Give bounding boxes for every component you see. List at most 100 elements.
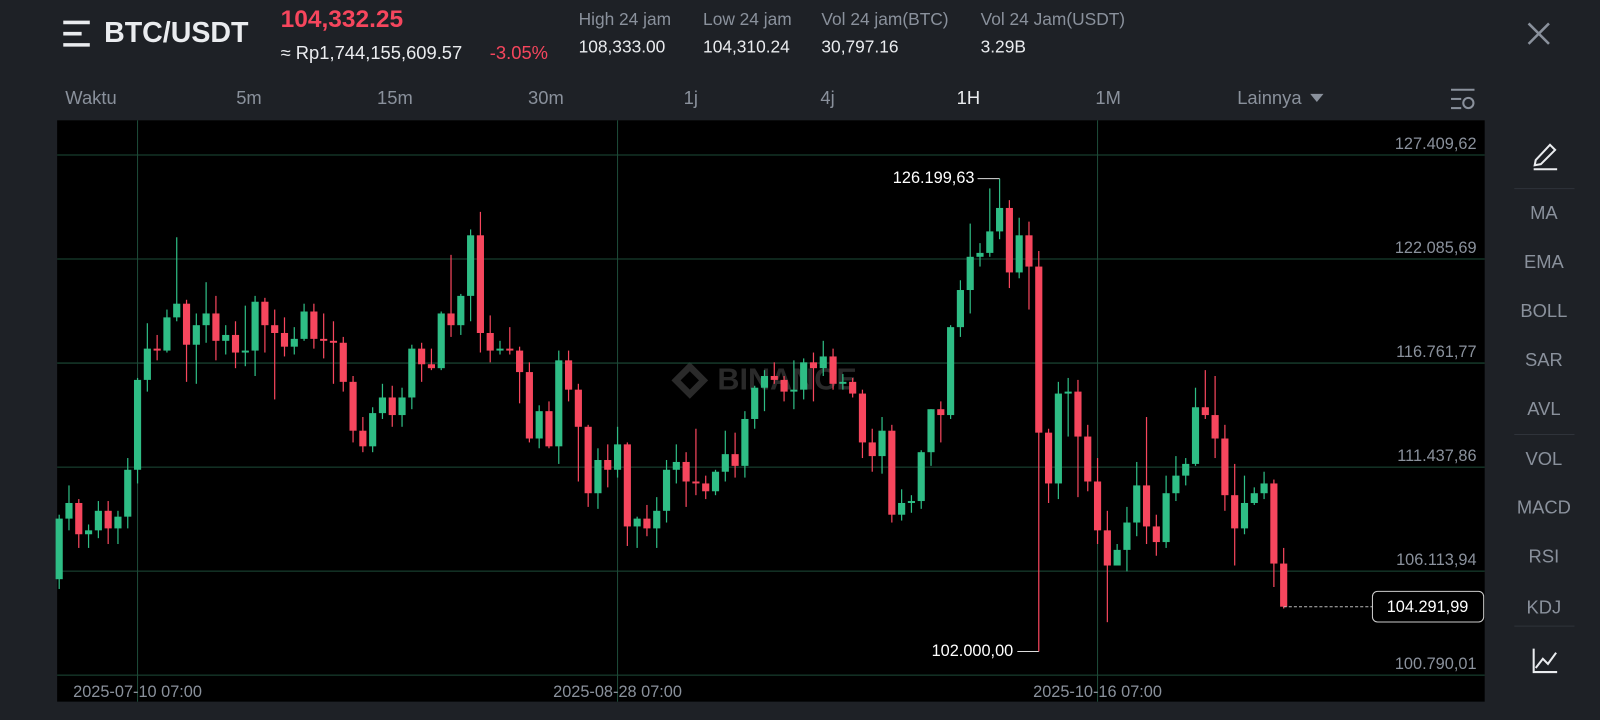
candle-body [770, 375, 778, 380]
indicator[interactable]: KDJ [1527, 597, 1562, 618]
candle-body [721, 454, 729, 472]
indicator[interactable]: RSI [1529, 546, 1560, 567]
candle-body [378, 397, 387, 414]
candle-body [75, 502, 83, 535]
candle-body [643, 518, 651, 529]
candle-body [1211, 415, 1219, 439]
candle-body [1240, 502, 1249, 529]
close-button[interactable] [1527, 22, 1550, 45]
indicator[interactable]: VOL [1525, 448, 1562, 469]
candle-body [613, 444, 622, 470]
pair[interactable]: BTC/USDT [104, 17, 249, 49]
candle-body [369, 413, 377, 447]
timeframe[interactable]: 5m [236, 87, 262, 108]
candle-body [241, 350, 249, 353]
candle-body [114, 516, 122, 529]
candle-body [976, 252, 984, 257]
candle-body [741, 418, 749, 466]
candle-body [996, 207, 1004, 232]
candle-body [1152, 526, 1160, 543]
candle-body [359, 430, 367, 447]
timeframe[interactable]: 1M [1095, 87, 1121, 108]
candle-body [555, 360, 563, 447]
candle-body [525, 372, 533, 439]
candle-body [888, 430, 896, 515]
candle-body [94, 510, 102, 531]
candle-body [143, 348, 151, 380]
candle-body [927, 409, 935, 453]
timeframe[interactable]: 1j [684, 87, 698, 108]
candle-body [839, 381, 847, 384]
candle-body [163, 317, 171, 351]
candle-body [594, 460, 602, 494]
low-marker-label: 102.000,00 [932, 642, 1014, 660]
candle-body [819, 356, 827, 369]
stat-value: 104,310.24 [703, 37, 790, 57]
candle-body [917, 452, 925, 502]
candle-body [800, 362, 808, 390]
candle-body [653, 510, 661, 529]
timeframe-active[interactable]: 1H [957, 87, 980, 108]
candle-body [878, 430, 886, 457]
candle-body [1093, 481, 1102, 531]
candle-body [418, 348, 426, 365]
last-price-box [1371, 590, 1485, 623]
candle-body [476, 235, 484, 334]
indicator[interactable]: BOLL [1520, 300, 1567, 321]
candle-body [633, 518, 641, 527]
settings-icon[interactable] [1451, 88, 1475, 110]
candle-body [711, 471, 720, 492]
fiat-price: ≈ Rp1,744,155,609.57 [281, 42, 463, 63]
stat-label: Low 24 jam [703, 9, 792, 29]
stat-value: 30,797.16 [821, 37, 898, 57]
candle-body [829, 356, 837, 384]
indicator[interactable]: SAR [1525, 349, 1563, 370]
candle-body [790, 389, 798, 392]
indicator[interactable]: MA [1530, 202, 1558, 223]
indicator[interactable]: MACD [1517, 497, 1571, 518]
timeframe[interactable]: 15m [377, 87, 413, 108]
candle-body [182, 303, 191, 345]
candle-body [280, 333, 289, 347]
candle-body [1133, 485, 1141, 523]
y-tick-label: 100.790,01 [1395, 655, 1477, 673]
timeframe[interactable]: 30m [528, 87, 564, 108]
candle-body [986, 231, 994, 253]
candle-body [1280, 563, 1288, 607]
candle-body [349, 381, 357, 431]
last-price: 104,332.25 [281, 6, 404, 33]
high-marker-label: 126.199,63 [893, 169, 975, 187]
watermark-logo [671, 362, 709, 399]
candle-body [780, 379, 788, 392]
timeframe[interactable]: Waktu [65, 87, 116, 108]
candle-body [1142, 485, 1151, 527]
candle-body [702, 483, 710, 492]
candle-body [1005, 207, 1013, 273]
candle-body [662, 469, 671, 511]
candle-body [85, 530, 93, 535]
candle-body [898, 502, 906, 515]
timeframe[interactable]: 4j [820, 87, 834, 108]
candle-body [192, 325, 200, 345]
candle-body [907, 501, 915, 503]
candle-body [1221, 438, 1229, 496]
candle-body [133, 379, 142, 470]
draw-icon[interactable] [1533, 143, 1558, 171]
candle-body [467, 235, 475, 296]
candle-body [623, 444, 631, 527]
candle-body [496, 348, 504, 351]
last-price-label: 104.291,99 [1387, 598, 1469, 616]
candle-body [947, 327, 955, 416]
indicator[interactable]: EMA [1524, 251, 1565, 272]
menu-icon[interactable] [63, 20, 90, 47]
more-timeframes[interactable]: Lainnya [1237, 87, 1302, 108]
indicator[interactable]: AVL [1527, 398, 1560, 419]
candle-body [751, 387, 759, 419]
candle-body [486, 333, 494, 351]
candle-body [1054, 393, 1062, 484]
candle-body [1015, 235, 1023, 273]
chart-type-icon[interactable] [1532, 648, 1558, 674]
candle-body [506, 348, 514, 351]
